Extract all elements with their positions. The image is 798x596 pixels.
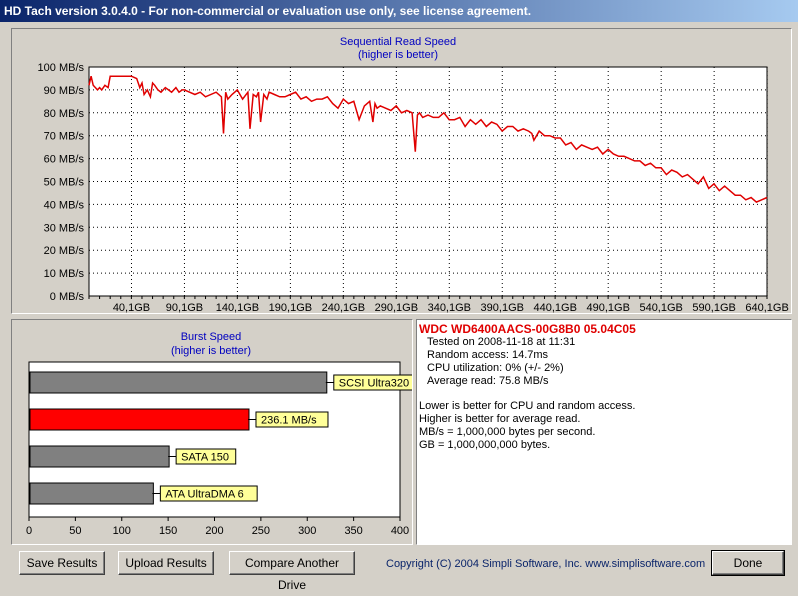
burst-x-tick-label: 300 [298, 525, 316, 537]
cpu-utilization: CPU utilization: 0% (+/- 2%) [427, 362, 564, 374]
burst-bar-label: SATA 150 [181, 452, 229, 464]
done-button[interactable]: Done [711, 550, 785, 576]
sequential-chart-title: Sequential Read Speed [340, 36, 456, 48]
compare-another-drive-button[interactable]: Compare Another Drive [229, 551, 355, 592]
y-tick-label: 0 MB/s [50, 291, 85, 303]
upload-results-button[interactable]: Upload Results [118, 551, 214, 575]
x-tick-label: 140,1GB [216, 302, 259, 313]
y-tick-label: 50 MB/s [44, 177, 85, 189]
burst-x-tick-label: 250 [252, 525, 270, 537]
x-tick-label: 590,1GB [692, 302, 735, 313]
sequential-read-chart: Sequential Read Speed (higher is better)… [38, 36, 789, 313]
burst-bar [29, 482, 154, 505]
burst-bar [29, 371, 328, 394]
burst-x-tick-label: 350 [344, 525, 362, 537]
x-tick-label: 540,1GB [639, 302, 682, 313]
x-tick-label: 490,1GB [586, 302, 629, 313]
burst-bar [29, 445, 170, 468]
window-title: HD Tach version 3.0.4.0 - For non-commer… [4, 4, 532, 18]
random-access: Random access: 14.7ms [427, 349, 549, 361]
burst-label-box [333, 374, 412, 391]
sequential-chart-subtitle: (higher is better) [358, 49, 438, 61]
y-tick-label: 90 MB/s [44, 85, 85, 97]
drive-info-panel: WDC WD6400AACS-00G8B0 05.04C05 Tested on… [416, 319, 792, 545]
y-tick-label: 100 MB/s [38, 62, 85, 74]
note-higher-better: Higher is better for average read. [419, 413, 581, 425]
y-tick-label: 30 MB/s [44, 222, 85, 234]
x-tick-label: 640,1GB [745, 302, 788, 313]
burst-bar [29, 408, 250, 431]
average-read: Average read: 75.8 MB/s [427, 375, 549, 387]
burst-bar-label: 236.1 MB/s [261, 415, 317, 427]
burst-bar-label: ATA UltraDMA 6 [165, 489, 243, 501]
burst-panel: Burst Speed (higher is better) SCSI Ultr… [11, 319, 413, 545]
burst-x-tick-label: 400 [391, 525, 409, 537]
y-tick-label: 60 MB/s [44, 154, 85, 166]
burst-label-box [175, 448, 237, 465]
burst-x-tick-label: 200 [205, 525, 223, 537]
burst-speed-chart: Burst Speed (higher is better) SCSI Ultr… [26, 331, 412, 537]
burst-bar-label: SCSI Ultra320 [339, 378, 409, 390]
burst-x-tick-label: 50 [69, 525, 81, 537]
y-tick-label: 70 MB/s [44, 131, 85, 143]
x-tick-label: 440,1GB [534, 302, 577, 313]
y-tick-label: 10 MB/s [44, 268, 85, 280]
sequential-read-series-line [88, 75, 768, 203]
sequential-panel: Sequential Read Speed (higher is better)… [11, 28, 792, 314]
copyright-text: Copyright (C) 2004 Simpli Software, Inc.… [386, 558, 706, 570]
x-tick-label: 290,1GB [375, 302, 418, 313]
x-tick-label: 390,1GB [481, 302, 524, 313]
burst-chart-subtitle: (higher is better) [171, 345, 251, 357]
x-tick-label: 240,1GB [322, 302, 365, 313]
y-tick-label: 40 MB/s [44, 199, 85, 211]
note-gb-definition: GB = 1,000,000,000 bytes. [419, 439, 551, 451]
drive-model: WDC WD6400AACS-00G8B0 05.04C05 [419, 322, 636, 336]
x-tick-label: 340,1GB [428, 302, 471, 313]
note-lower-better: Lower is better for CPU and random acces… [419, 400, 636, 412]
burst-x-tick-label: 150 [159, 525, 177, 537]
burst-x-tick-label: 0 [26, 525, 32, 537]
burst-x-tick-label: 100 [113, 525, 131, 537]
save-results-button[interactable]: Save Results [19, 551, 105, 575]
x-tick-label: 40,1GB [113, 302, 150, 313]
x-tick-label: 190,1GB [269, 302, 312, 313]
y-tick-label: 20 MB/s [44, 245, 85, 257]
y-tick-label: 80 MB/s [44, 108, 85, 120]
note-mbs-definition: MB/s = 1,000,000 bytes per second. [419, 426, 596, 438]
burst-chart-title: Burst Speed [181, 331, 242, 343]
tested-date: Tested on 2008-11-18 at 11:31 [427, 336, 576, 348]
window-titlebar: HD Tach version 3.0.4.0 - For non-commer… [0, 0, 798, 22]
burst-label-box [255, 411, 329, 428]
x-tick-label: 90,1GB [166, 302, 203, 313]
burst-label-box [159, 485, 258, 502]
